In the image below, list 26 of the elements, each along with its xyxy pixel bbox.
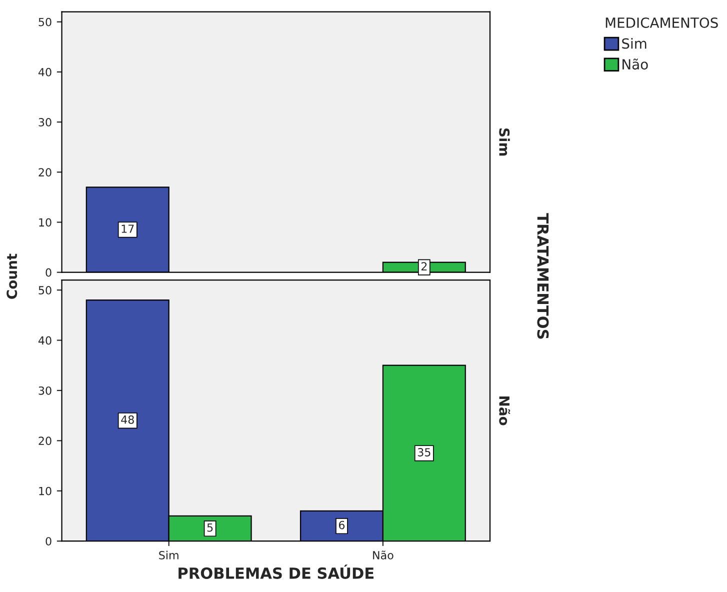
y-tick-label: 20 [38, 168, 52, 177]
y-axis-title: Count [6, 254, 18, 299]
y-tick-label: 40 [38, 336, 52, 345]
y-tick-label: 50 [38, 286, 52, 294]
x-axis-title: PROBLEMAS DE SAÚDE [178, 564, 374, 579]
legend-title: MEDICAMENTOS [606, 17, 718, 28]
text: TRATAMENTOS [537, 213, 549, 339]
data-label: 2 [421, 262, 427, 270]
data-label: 35 [418, 448, 430, 456]
legend-label: Sim [622, 38, 646, 49]
y2-axis-title: Sim [499, 128, 510, 156]
y-tick-label: 20 [38, 436, 52, 446]
y-tick-label: 0 [46, 537, 52, 546]
data-label: 17 [122, 224, 134, 233]
y-tick-label: 0 [46, 268, 52, 277]
legend-label: Não [622, 58, 648, 70]
data-label: 48 [121, 415, 134, 424]
y-tick-label: 50 [38, 18, 52, 26]
y-tick-label: 40 [38, 68, 52, 76]
data-label: 5 [207, 524, 213, 532]
y-tick-label: 10 [39, 486, 52, 496]
data-label: 6 [338, 520, 345, 530]
y-tick-label: 30 [38, 386, 52, 395]
y2-axis-title: Não [499, 396, 510, 426]
y-tick-label: 10 [39, 218, 52, 227]
y-tick-label: 30 [38, 118, 52, 126]
